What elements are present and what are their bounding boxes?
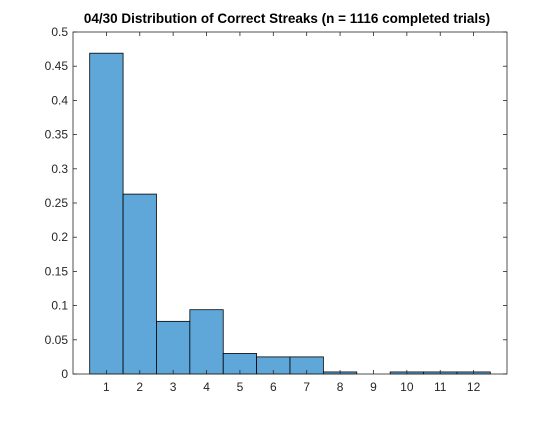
y-tick-label-0.1: 0.1	[51, 299, 68, 313]
x-tick-label-8: 8	[337, 380, 344, 394]
y-tick-label-0.5: 0.5	[51, 25, 68, 39]
x-tick-label-10: 10	[400, 380, 414, 394]
y-tick-label-0.15: 0.15	[45, 264, 69, 278]
chart-title: 04/30 Distribution of Correct Streaks (n…	[84, 11, 490, 26]
y-tick-label-0.2: 0.2	[51, 230, 68, 244]
bar-3	[156, 320, 191, 375]
x-tick-label-7: 7	[303, 380, 310, 394]
x-tick-label-2: 2	[136, 380, 143, 394]
x-tick-label-4: 4	[203, 380, 210, 394]
y-tick-label-0.4: 0.4	[51, 93, 68, 107]
bar-1	[89, 52, 124, 375]
y-tick-label-0.35: 0.35	[45, 128, 69, 142]
bar-4	[189, 309, 224, 375]
x-tick-label-3: 3	[170, 380, 177, 394]
x-tick-label-6: 6	[270, 380, 277, 394]
bar-2	[122, 193, 157, 375]
y-tick-label-0.3: 0.3	[51, 162, 68, 176]
x-tick-label-11: 11	[434, 380, 447, 394]
y-tick-label-0.45: 0.45	[45, 59, 69, 73]
x-tick-label-5: 5	[237, 380, 244, 394]
y-tick-label-0.25: 0.25	[45, 196, 69, 210]
ticks-layer: 1 2 3 4 5 6 7 8 9 10 11 1200.050.10.150.20.250.30.3…	[45, 25, 507, 394]
x-tick-label-1: 1	[103, 380, 110, 394]
x-tick-label-9: 9	[370, 380, 377, 394]
y-tick-label-0: 0	[61, 367, 68, 381]
x-tick-label-12: 12	[467, 380, 481, 394]
bars-layer	[89, 52, 491, 375]
y-tick-label-0.05: 0.05	[45, 333, 69, 347]
